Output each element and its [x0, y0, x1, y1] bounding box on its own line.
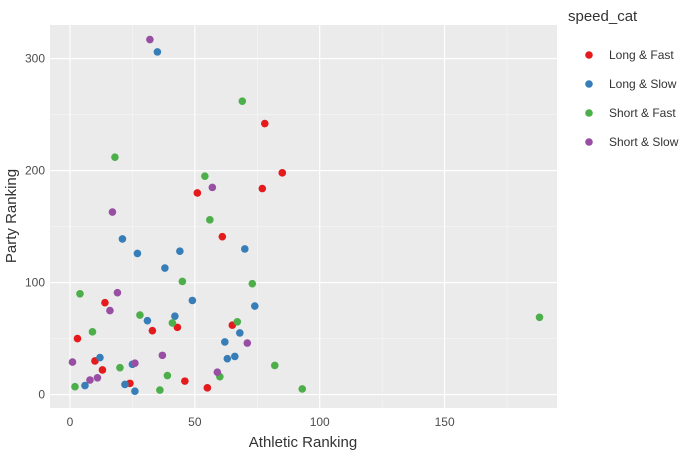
data-point: [96, 353, 104, 362]
data-point: [121, 380, 129, 389]
data-point: [208, 183, 217, 192]
legend-marker: [585, 51, 593, 59]
data-point: [108, 208, 117, 216]
data-point: [143, 316, 152, 325]
data-point: [176, 247, 184, 256]
data-point: [76, 289, 84, 298]
data-point: [111, 153, 119, 161]
data-point: [136, 311, 144, 319]
data-point: [231, 352, 239, 361]
data-point: [131, 359, 139, 368]
legend-marker: [585, 138, 593, 146]
x-tick-label: 150: [435, 415, 455, 429]
data-point: [88, 328, 97, 336]
data-point: [118, 235, 127, 243]
y-tick-label: 100: [25, 276, 45, 290]
x-axis-label: Athletic Ranking: [249, 434, 357, 450]
data-point: [223, 354, 232, 363]
data-point: [71, 382, 79, 391]
legend-entry: Short & Fast: [609, 106, 676, 120]
axis-tick-labels: 0 50 100 150 0 100 200 300: [25, 52, 455, 429]
legend-marker: [585, 109, 593, 117]
data-point: [250, 302, 259, 310]
legend-entry: Short & Slow: [609, 135, 679, 149]
data-point: [101, 298, 109, 307]
data-point: [106, 306, 114, 315]
data-point: [213, 368, 222, 376]
y-axis-label: Party Ranking: [3, 169, 20, 263]
x-tick-label: 50: [188, 415, 202, 429]
data-point: [258, 184, 267, 193]
data-point: [238, 97, 247, 105]
data-point: [270, 361, 279, 370]
data-point: [201, 172, 209, 180]
data-point: [221, 338, 229, 346]
data-point: [193, 189, 202, 197]
data-point: [148, 326, 157, 335]
data-point: [163, 371, 172, 380]
legend-title: speed_cat: [568, 8, 638, 25]
data-point: [98, 366, 107, 374]
legend: Long & Fast Long & Slow Short & Fast Short …: [585, 48, 679, 149]
series-short-fast: [71, 97, 544, 394]
data-point: [86, 376, 94, 384]
data-point: [168, 319, 177, 327]
data-point: [260, 119, 269, 128]
data-point: [535, 313, 544, 322]
y-tick-label: 200: [25, 164, 45, 178]
data-point: [81, 381, 89, 390]
data-point: [233, 317, 242, 326]
y-tick-label: 300: [25, 52, 45, 66]
data-point: [68, 358, 77, 366]
data-point: [131, 387, 139, 396]
data-point: [158, 351, 167, 360]
data-point: [243, 339, 252, 347]
data-point: [218, 232, 227, 241]
legend-entry: Long & Fast: [609, 48, 674, 62]
data-point: [278, 169, 287, 177]
x-tick-label: 0: [67, 415, 74, 429]
x-tick-label: 100: [310, 415, 330, 429]
data-point: [116, 363, 124, 372]
data-point: [146, 35, 154, 44]
legend-entry: Long & Slow: [609, 77, 677, 91]
data-point: [206, 216, 214, 224]
data-point: [113, 288, 122, 297]
data-point: [73, 334, 82, 343]
data-point: [181, 377, 189, 385]
plot-background: [50, 25, 557, 408]
data-point: [188, 296, 197, 305]
data-point: [241, 245, 249, 253]
data-point: [248, 279, 257, 288]
series-short-slow: [68, 35, 252, 384]
data-point: [93, 373, 102, 382]
data-point: [203, 384, 212, 392]
data-point: [153, 48, 162, 56]
data-point: [173, 323, 182, 332]
data-points: [68, 35, 544, 396]
data-point: [161, 264, 169, 272]
legend-marker: [585, 80, 593, 88]
data-point: [178, 277, 187, 286]
data-point: [236, 329, 244, 337]
data-point: [298, 385, 307, 393]
data-point: [133, 249, 142, 258]
data-point: [171, 312, 179, 320]
y-tick-label: 0: [38, 388, 45, 402]
data-point: [156, 386, 164, 394]
